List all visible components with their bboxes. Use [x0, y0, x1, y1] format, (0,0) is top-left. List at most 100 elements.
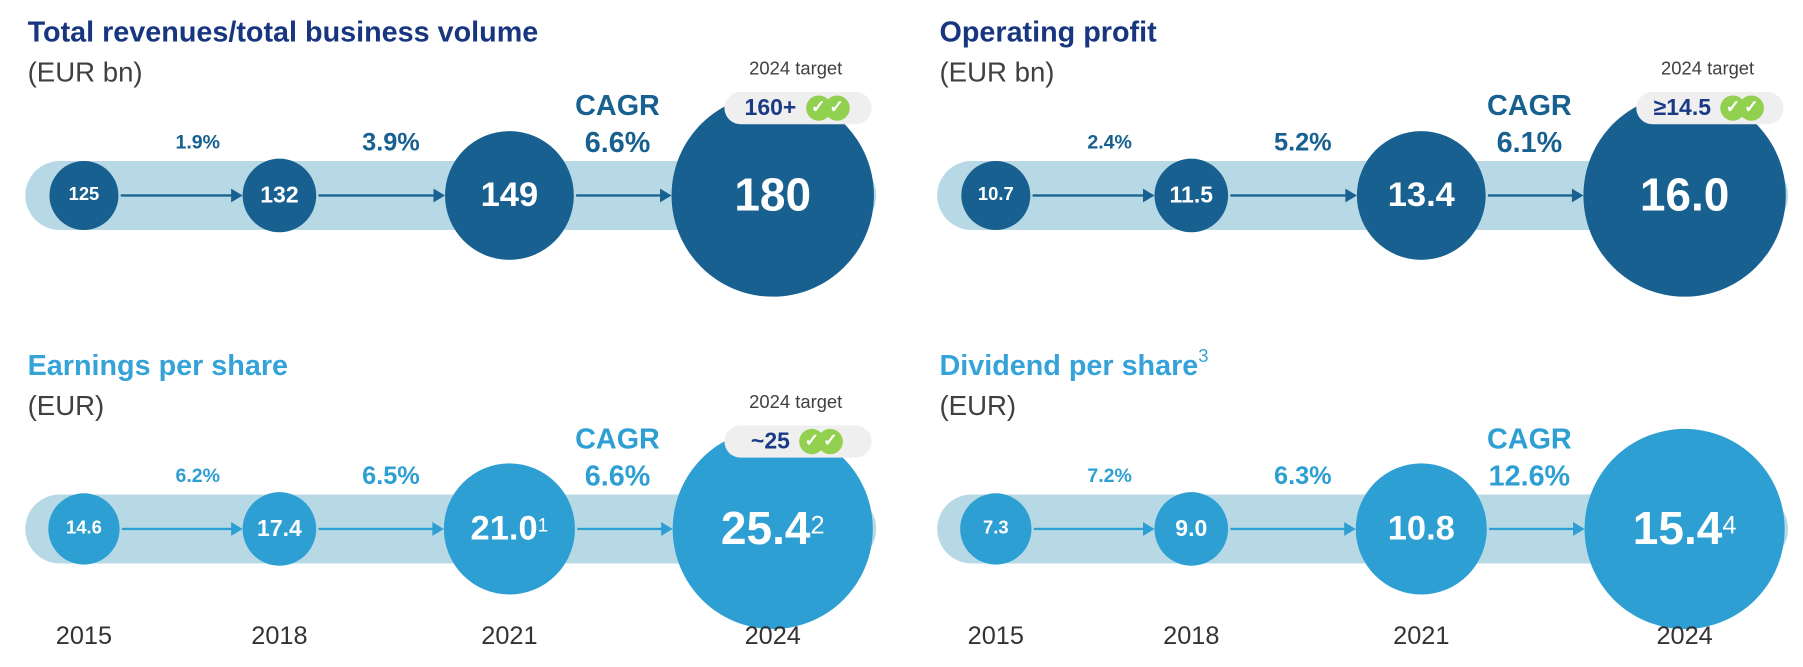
growth-rate: 6.2% — [175, 464, 221, 487]
value-bubble: 11.5 — [1154, 158, 1229, 233]
footnote-marker: 3 — [1198, 347, 1209, 367]
target-value: ≥14.5 — [1653, 94, 1711, 121]
value-bubble: 149 — [445, 131, 574, 260]
bubble-value: 149 — [480, 175, 539, 214]
value-bubble: 10.8 — [1355, 463, 1487, 595]
target-label: 2024 target — [749, 393, 843, 413]
footnote-marker: 2 — [810, 510, 825, 539]
panel-unit: (EUR) — [27, 390, 105, 423]
growth-rate: 6.3% — [1273, 461, 1332, 490]
arrow-icon — [577, 522, 673, 536]
year-label: 2018 — [1163, 620, 1220, 650]
cagr-block: CAGR 6.6% — [575, 87, 660, 161]
cagr-value: 6.6% — [584, 126, 651, 159]
value-bubble: 21.0 1 — [443, 463, 575, 595]
arrow-icon — [120, 188, 243, 203]
panel-title: Total revenues/total business volume — [28, 16, 539, 49]
bubble-value: 125 — [68, 185, 100, 205]
year-label: 2015 — [55, 620, 113, 650]
target-label: 2024 target — [749, 59, 843, 80]
target-pill: 160+ ✓ ✓ — [724, 91, 872, 125]
growth-rate: 1.9% — [175, 131, 221, 153]
footnote-marker: 1 — [537, 515, 549, 536]
target-pill: ≥14.5 ✓ ✓ — [1636, 91, 1784, 125]
cagr-label: CAGR — [1487, 423, 1572, 456]
bubble-value: 9.0 — [1175, 515, 1208, 542]
arrow-icon — [1230, 188, 1357, 203]
arrow-icon — [1487, 188, 1584, 203]
double-check-icon: ✓ ✓ — [805, 95, 852, 121]
value-bubble: 16.0 — [1583, 94, 1786, 297]
panel-title: Earnings per share — [28, 350, 288, 383]
kpi-panel: Total revenues/total business volume (EUR… — [0, 0, 897, 333]
value-bubble: 180 — [671, 94, 874, 297]
kpi-panel: Dividend per share3 (EUR) 7.3 9.0 10.8 15.4 4 7… — [912, 333, 1803, 666]
bubble-value: 13.4 — [1387, 175, 1455, 214]
growth-rate: 3.9% — [362, 127, 420, 157]
panel-title-text: Total revenues/total business volume — [27, 16, 539, 49]
bubble-value: 14.6 — [66, 518, 102, 539]
cagr-value: 6.6% — [584, 459, 651, 493]
arrow-icon — [1033, 522, 1155, 536]
growth-rate: 6.5% — [362, 461, 420, 490]
year-label: 2015 — [967, 620, 1024, 650]
target-value: ~25 — [750, 428, 790, 454]
value-bubble: 14.6 — [48, 493, 120, 565]
target-value: 160+ — [744, 94, 797, 121]
cagr-block: CAGR 6.1% — [1487, 87, 1572, 161]
growth-rate: 2.4% — [1087, 131, 1132, 153]
bubble-value: 7.3 — [983, 518, 1009, 539]
target-pill: ~25 ✓ ✓ — [724, 425, 872, 458]
growth-rate: 7.2% — [1087, 464, 1132, 487]
panel-title-text: Dividend per share — [939, 349, 1199, 382]
cagr-block: CAGR 6.6% — [575, 421, 660, 495]
arrow-icon — [576, 188, 672, 203]
value-bubble: 17.4 — [242, 492, 317, 566]
value-bubble: 9.0 — [1154, 492, 1229, 566]
panel-unit: (EUR bn) — [27, 57, 143, 89]
growth-rate: 5.2% — [1273, 127, 1332, 157]
bubble-value: 15.4 — [1632, 503, 1723, 554]
bubble-value: 11.5 — [1169, 182, 1214, 208]
panel-unit: (EUR) — [939, 390, 1017, 423]
bubble-value: 21.0 — [470, 509, 538, 548]
value-bubble: 15.4 4 — [1584, 428, 1785, 629]
target-label: 2024 target — [1661, 59, 1755, 80]
arrow-icon — [1230, 522, 1356, 536]
value-bubble: 13.4 — [1356, 131, 1486, 260]
cagr-label: CAGR — [1487, 89, 1572, 122]
value-bubble: 7.3 — [960, 493, 1032, 565]
year-label: 2021 — [1393, 620, 1450, 650]
year-label: 2024 — [744, 620, 801, 650]
arrow-icon — [1489, 522, 1585, 536]
value-bubble: 10.7 — [961, 160, 1031, 230]
check-icon: ✓ — [823, 95, 850, 121]
year-label: 2018 — [251, 620, 308, 650]
check-icon: ✓ — [817, 428, 843, 455]
kpi-panel: Earnings per share (EUR) 14.6 17.4 21.0 1 25.4… — [0, 333, 897, 666]
bubble-value: 10.8 — [1387, 509, 1455, 548]
bubble-value: 180 — [734, 169, 812, 221]
cagr-value: 6.1% — [1496, 126, 1563, 159]
bubble-value: 10.7 — [977, 185, 1014, 205]
double-check-icon: ✓ ✓ — [799, 428, 845, 455]
kpi-panel: Operating profit (EUR bn) 10.7 11.5 13.4 16.0… — [912, 0, 1803, 333]
cagr-value: 12.6% — [1488, 459, 1571, 493]
value-bubble: 132 — [242, 158, 317, 233]
double-check-icon: ✓ ✓ — [1720, 95, 1766, 121]
value-bubble: 25.4 2 — [672, 428, 873, 629]
panel-title-text: Operating profit — [939, 16, 1157, 49]
arrow-icon — [1032, 188, 1155, 203]
bubble-value: 25.4 — [720, 503, 811, 554]
cagr-label: CAGR — [575, 423, 660, 456]
panel-title: Operating profit — [939, 16, 1156, 49]
value-bubble: 125 — [49, 160, 119, 230]
panel-title-text: Earnings per share — [27, 349, 289, 382]
arrow-icon — [318, 188, 446, 203]
panel-unit: (EUR bn) — [939, 57, 1055, 89]
year-label: 2021 — [481, 620, 538, 650]
check-icon: ✓ — [1738, 95, 1764, 121]
bubble-value: 132 — [260, 182, 299, 208]
arrow-icon — [318, 522, 444, 536]
